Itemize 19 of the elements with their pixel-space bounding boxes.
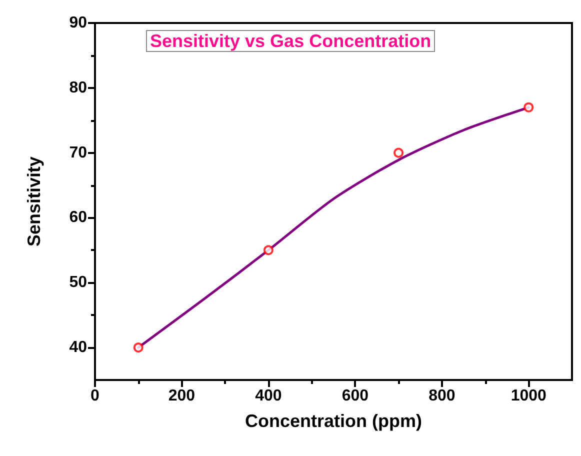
x-tick-label: 800: [428, 388, 456, 404]
y-tick-label: 80: [69, 79, 88, 96]
point: [524, 102, 534, 112]
y-tick-label: 50: [69, 274, 88, 292]
y-tick-label: 70: [69, 144, 88, 162]
y-tick-label: 60: [69, 209, 88, 226]
x-tick-label: 400: [255, 388, 282, 404]
y-tick-label: 90: [69, 14, 88, 32]
y-axis-title: Sensitivity: [24, 156, 44, 247]
x-tick-label: 200: [168, 388, 196, 404]
point: [394, 148, 404, 158]
x-axis-title: Concentration (ppm): [245, 411, 422, 431]
y-tick-label: 40: [69, 339, 88, 356]
point: [263, 245, 274, 256]
x-tick-label: 1000: [510, 388, 547, 404]
chart-title: Sensitivity vs Gas Concentration: [150, 31, 432, 51]
x-tick-label: 600: [342, 388, 369, 404]
x-tick-label: 0: [90, 388, 100, 404]
point: [133, 342, 144, 353]
